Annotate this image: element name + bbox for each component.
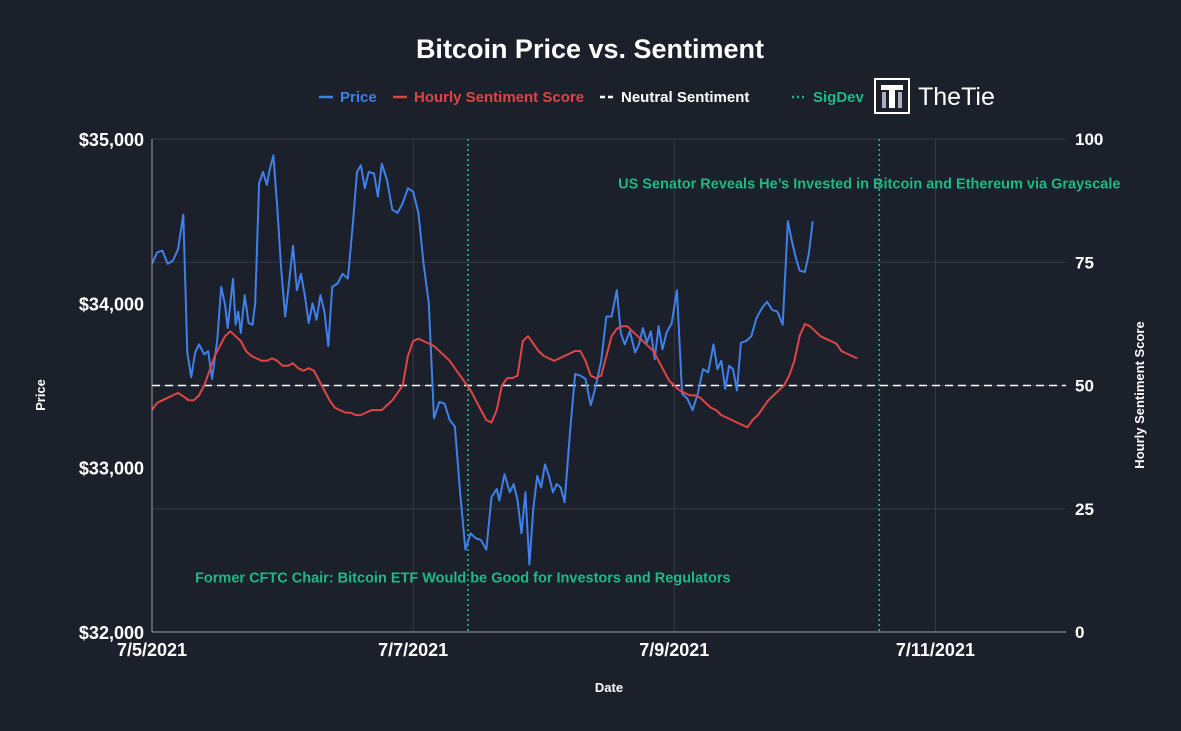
x-axis-label: Date bbox=[595, 680, 623, 695]
x-tick-label: 7/11/2021 bbox=[896, 640, 975, 660]
brand-name: TheTie bbox=[918, 83, 995, 111]
legend-item: Neutral Sentiment bbox=[621, 89, 749, 106]
y2-axis-label: Hourly Sentiment Score bbox=[1132, 321, 1147, 468]
y-tick-label: $33,000 bbox=[79, 459, 144, 479]
sigdev-annotation: US Senator Reveals He’s Invested in Bitc… bbox=[618, 176, 1120, 192]
x-tick-label: 7/9/2021 bbox=[639, 640, 709, 660]
brand-logo-icon bbox=[874, 78, 910, 114]
axes: $32,000 $33,000 $34,000 $35,000 0 25 50 75 100 7/… bbox=[79, 130, 1103, 660]
y2-tick-label: 0 bbox=[1075, 623, 1084, 642]
legend-item: Hourly Sentiment Score bbox=[414, 89, 584, 106]
x-tick-label: 7/7/2021 bbox=[378, 640, 448, 660]
x-tick-label: 7/5/2021 bbox=[117, 640, 187, 660]
legend-item: Price bbox=[340, 89, 377, 106]
brand-logo: TheTie bbox=[874, 78, 995, 114]
y2-tick-label: 75 bbox=[1075, 253, 1094, 272]
legend-item: SigDev bbox=[813, 89, 865, 106]
sigdev-annotation: Former CFTC Chair: Bitcoin ETF Would be … bbox=[195, 571, 730, 587]
series-line-price bbox=[151, 154, 814, 566]
chart-title: Bitcoin Price vs. Sentiment bbox=[416, 34, 764, 64]
brand-logo-bar bbox=[881, 85, 903, 90]
y-axis-label: Price bbox=[33, 379, 48, 411]
brand-logo-stem bbox=[889, 90, 895, 108]
y2-tick-label: 100 bbox=[1075, 130, 1103, 149]
brand-logo-stripe bbox=[898, 92, 902, 108]
y-tick-label: $35,000 bbox=[79, 130, 144, 150]
y-tick-label: $34,000 bbox=[79, 294, 144, 314]
series-line-hourly-sentiment-score bbox=[151, 322, 858, 429]
y-tick-label: $32,000 bbox=[79, 623, 144, 643]
brand-logo-stripe bbox=[882, 92, 886, 108]
y2-tick-label: 25 bbox=[1075, 500, 1094, 519]
series-layer bbox=[151, 154, 858, 566]
legend: Price Hourly Sentiment Score Neutral Senti… bbox=[319, 89, 865, 106]
y2-tick-label: 50 bbox=[1075, 377, 1094, 396]
